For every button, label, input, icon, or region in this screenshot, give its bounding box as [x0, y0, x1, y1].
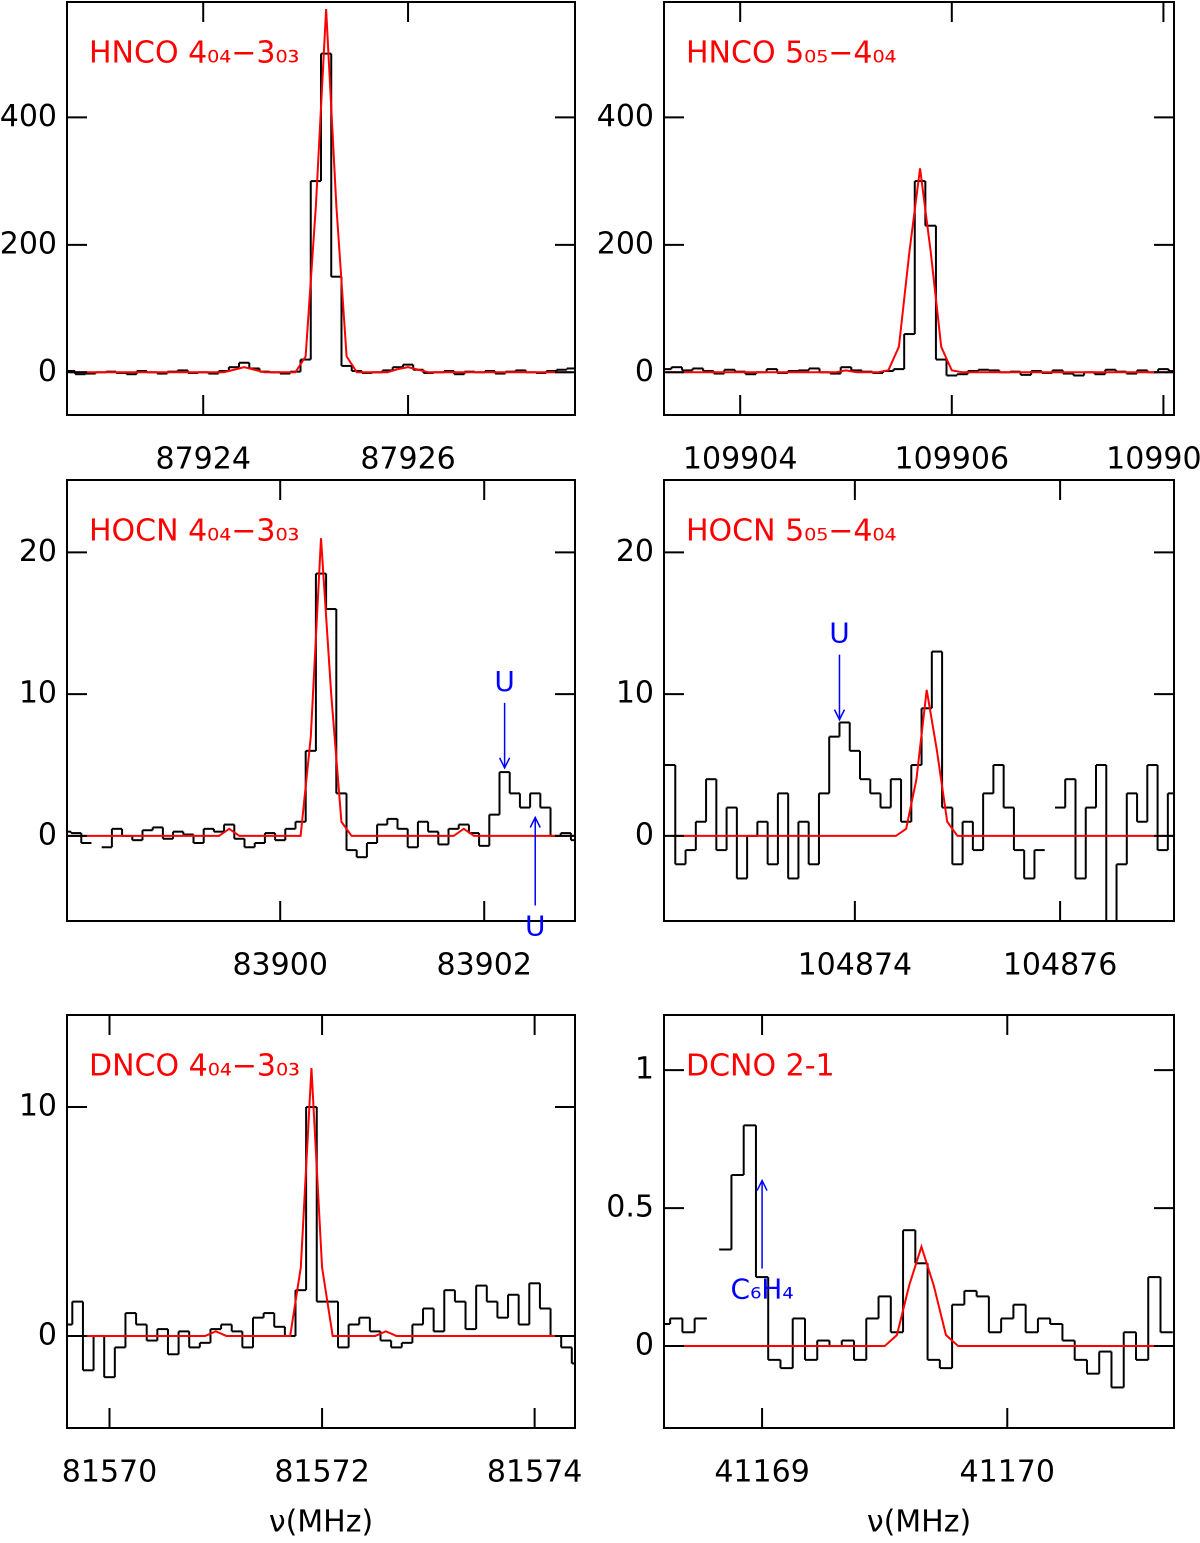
panel: 0 200 400 87924 87926 HNCO 4₀₄−3₀₃: [0, 1, 576, 477]
panel-title: HNCO 4₀₄−3₀₃: [89, 36, 300, 71]
y-tick-label: 1: [635, 1052, 654, 1087]
arrow-head: [529, 815, 541, 828]
panel-title: DCNO 2-1: [686, 1049, 835, 1084]
panel-title: HOCN 4₀₄−3₀₃: [89, 514, 300, 549]
x-axis-label: ν(MHz): [269, 1505, 373, 1540]
panel: 0 10 81570 81572 81574 DNCO 4₀₄−3₀₃ ν(MHz): [19, 1014, 582, 1540]
arrow-head: [756, 1178, 768, 1191]
fit-line: [70, 8, 572, 374]
x-tick-label: 81574: [487, 1455, 582, 1490]
frame: [66, 1014, 576, 1429]
x-tick-label: 81572: [274, 1455, 369, 1490]
fit-line: [67, 538, 575, 837]
x-tick-label: 83902: [436, 948, 531, 983]
y-tick-label: 0: [38, 1317, 57, 1352]
fit-line: [670, 689, 1173, 837]
x-tick-label: 87926: [360, 442, 455, 477]
y-tick-label: 0.5: [606, 1190, 654, 1225]
frame: [66, 1, 576, 416]
x-tick-label: 81570: [62, 1455, 157, 1490]
fit-line: [67, 1068, 575, 1337]
x-tick-label: 109906: [895, 442, 1010, 477]
panel-title: DNCO 4₀₄−3₀₃: [89, 1049, 300, 1084]
panel: 0 200 400 109904 109906 109908 HNCO 5₀₅−4₀₄: [597, 1, 1200, 477]
x-tick-label: 83900: [232, 948, 327, 983]
y-tick-label: 0: [635, 1328, 654, 1363]
y-tick-label: 200: [597, 226, 654, 261]
panel-title: HNCO 5₀₅−4₀₄: [686, 36, 897, 71]
panel: 0 10 20 83900 83902 HOCN 4₀₄−3₀₃ U U: [19, 479, 576, 983]
panel: 0 0.5 1 41169 41170 DCNO 2-1 ν(MHz) C₆H₄: [606, 1014, 1175, 1540]
y-tick-label: 10: [616, 676, 654, 711]
y-tick-label: 10: [19, 676, 57, 711]
y-tick-label: 0: [635, 354, 654, 389]
x-tick-label: 109908: [1106, 442, 1200, 477]
panel: 0 10 20 104874 104876 HOCN 5₀₅−4₀₄ U: [616, 479, 1175, 983]
x-tick-label: 41169: [714, 1455, 809, 1490]
fit-line: [664, 1243, 1167, 1348]
x-tick-label: 87924: [155, 442, 250, 477]
plot-area: [67, 8, 575, 376]
plot-area: [664, 1124, 1173, 1389]
y-tick-label: 0: [635, 817, 654, 852]
annotation: U: [525, 909, 546, 942]
plot-area: [665, 650, 1174, 921]
panel-title: HOCN 5₀₅−4₀₄: [686, 514, 897, 549]
y-tick-label: 200: [0, 226, 57, 261]
y-tick-label: 400: [597, 99, 654, 134]
frame: [663, 1014, 1175, 1429]
x-axis-label: ν(MHz): [867, 1505, 971, 1540]
y-tick-label: 400: [0, 99, 57, 134]
plot-area: [67, 1068, 575, 1379]
x-tick-label: 104874: [798, 948, 913, 983]
arrow-head: [833, 709, 846, 722]
y-tick-label: 0: [38, 817, 57, 852]
x-tick-label: 109904: [683, 442, 798, 477]
annotation: U: [494, 665, 515, 698]
fit-line: [666, 168, 1174, 374]
plot-area: [664, 168, 1174, 377]
frame: [66, 479, 576, 922]
plot-area: [67, 538, 575, 859]
y-tick-label: 0: [38, 354, 57, 389]
y-tick-label: 20: [616, 534, 654, 569]
y-tick-label: 10: [19, 1089, 57, 1124]
x-tick-label: 104876: [1003, 948, 1118, 983]
y-tick-label: 20: [19, 534, 57, 569]
annotation: U: [829, 617, 850, 650]
x-tick-label: 41170: [960, 1455, 1055, 1490]
annotation: C₆H₄: [731, 1273, 794, 1306]
frame: [663, 479, 1175, 922]
arrow-head: [498, 757, 511, 770]
frame: [663, 1, 1175, 416]
